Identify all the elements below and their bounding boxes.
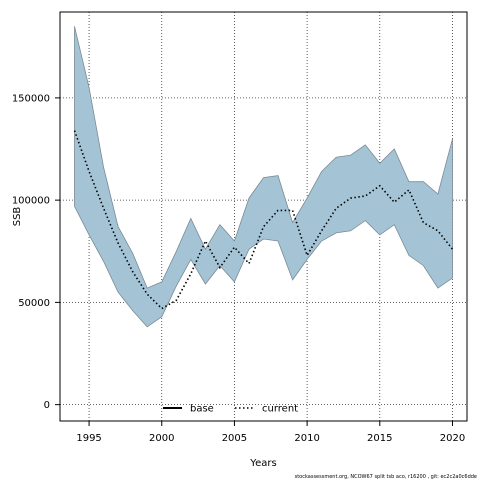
legend: base current (163, 404, 298, 415)
legend-label-base: base (190, 404, 214, 415)
x-tick-label: 2000 (149, 433, 174, 444)
footer-credit: stockassessment.org, NCOW67 split tsb ac… (295, 474, 477, 480)
y-tick-label: 150000 (12, 93, 50, 104)
y-tick-label: 0 (44, 400, 50, 411)
x-tick-label: 2010 (294, 433, 319, 444)
x-tick-label: 1995 (76, 433, 101, 444)
confidence-band (74, 26, 453, 328)
x-tick-label: 2020 (440, 433, 465, 444)
y-tick-label: 50000 (18, 298, 50, 309)
axis-ticks: 1995 2000 2005 2010 2015 2020 0 50000 100000 1500… (12, 93, 465, 444)
x-tick-label: 2015 (367, 433, 392, 444)
x-tick-label: 2005 (222, 433, 247, 444)
y-axis-title: SSB (12, 207, 23, 227)
y-tick-label: 100000 (12, 196, 50, 207)
x-axis-title: Years (249, 458, 276, 469)
plot-frame (59, 11, 468, 422)
legend-label-current: current (262, 404, 298, 415)
